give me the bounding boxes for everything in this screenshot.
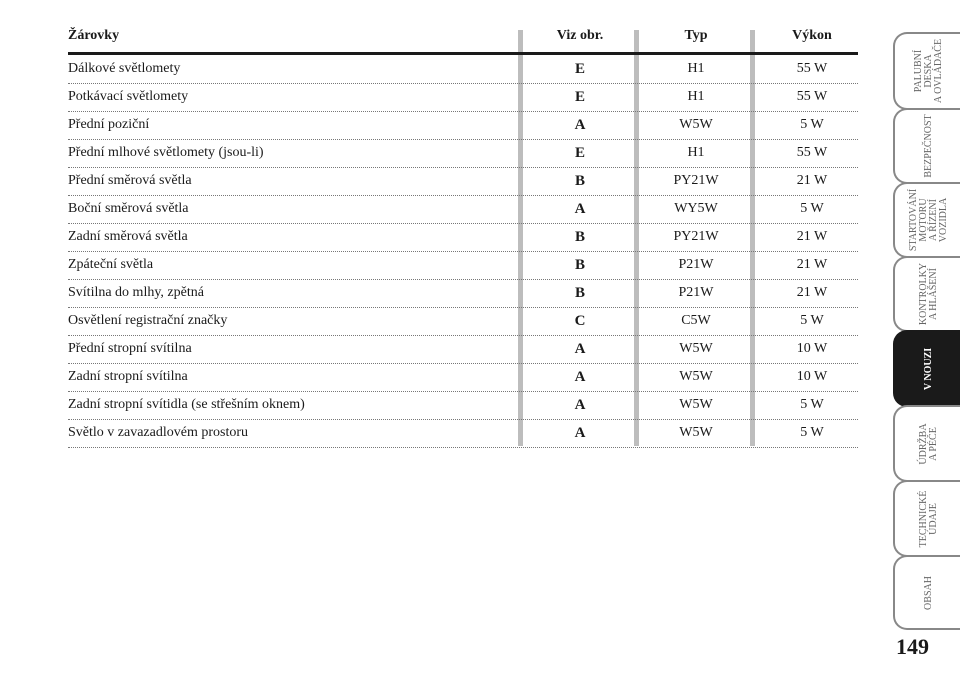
table-row: Přední poziční A W5W 5 W [68,111,858,140]
table-row: Přední stropní svítilna A W5W 10 W [68,335,858,364]
power: 5 W [800,313,824,328]
side-tab-label: ÚDRŽBA A PÉČE [918,422,939,465]
header-figure: Viz obr. [556,28,604,43]
bulb-name: Potkávací světlomety [68,89,189,104]
figure-ref: E [574,145,585,161]
side-tab[interactable]: ÚDRŽBA A PÉČE [893,405,960,482]
power: 10 W [796,341,828,356]
bulb-type: W5W [679,397,713,412]
bulb-name: Zadní stropní svítilna [68,369,188,384]
table-row: Přední mlhové světlomety (jsou-li) E H1 55 … [68,139,858,168]
bulb-name: Osvětlení registrační značky [68,313,228,328]
table-row: Zadní stropní svítidla (se střešním okne… [68,391,858,420]
header-power: Výkon [792,28,832,43]
header-type: Typ [684,28,708,43]
table-row: Světlo v zavazadlovém prostoru A W5W 5 W [68,419,858,448]
power: 55 W [796,61,828,76]
power: 10 W [796,369,828,384]
bulb-name: Dálkové světlomety [68,61,181,76]
bulb-name: Zadní směrová světla [68,229,188,244]
power: 5 W [800,397,824,412]
bulb-type: W5W [679,341,713,356]
bulb-type: P21W [678,257,714,272]
page-number: 149 [896,634,929,659]
bulb-type: PY21W [673,229,719,244]
power: 55 W [796,89,828,104]
bulb-type: PY21W [673,173,719,188]
side-tab-label: V NOUZI [923,347,934,390]
side-tab[interactable]: KONTROLKY A HLÁŠENÍ [893,256,960,332]
figure-ref: A [574,201,586,217]
column-divider [634,30,639,446]
bulb-type: H1 [687,145,705,160]
bulb-name: Přední směrová světla [68,173,192,188]
bulb-name: Světlo v zavazadlovém prostoru [68,425,249,440]
side-tab[interactable]: OBSAH [893,555,960,630]
bulb-name: Zadní stropní svítidla (se střešním okne… [68,397,305,412]
table-row: Zadní směrová světla B PY21W 21 W [68,223,858,252]
bulb-type: W5W [679,369,713,384]
figure-ref: B [574,285,585,301]
power: 21 W [796,285,828,300]
figure-ref: A [574,425,586,441]
bulb-type: C5W [681,313,711,328]
figure-ref: C [574,313,586,329]
side-tab-label: OBSAH [923,575,934,610]
figure-ref: B [574,229,585,245]
table-row: Dálkové světlomety E H1 55 W [68,55,858,84]
bulb-type: H1 [687,89,705,104]
figure-ref: E [574,61,585,77]
table-row: Přední směrová světla B PY21W 21 W [68,167,858,196]
bulb-type: H1 [687,61,705,76]
table-row: Zpáteční světla B P21W 21 W [68,251,858,280]
bulb-type: W5W [679,425,713,440]
table-row: Zadní stropní svítilna A W5W 10 W [68,363,858,392]
side-tab[interactable]: V NOUZI [893,330,960,407]
figure-ref: A [574,369,586,385]
power: 21 W [796,173,828,188]
bulb-name: Přední mlhové světlomety (jsou-li) [68,145,264,160]
bulb-type: W5W [679,117,713,132]
table-row: Potkávací světlomety E H1 55 W [68,83,858,112]
figure-ref: A [574,397,586,413]
figure-ref: B [574,257,585,273]
bulb-type: WY5W [674,201,718,216]
side-tab-label: PALUBNÍ DESKA A OVLÁDAČE [913,38,944,104]
side-tab[interactable]: BEZPEČNOST [893,108,960,184]
figure-ref: B [574,173,585,189]
bulb-name: Přední stropní svítilna [68,341,192,356]
table-row: Boční směrová světla A WY5W 5 W [68,195,858,224]
table-row: Osvětlení registrační značky C C5W 5 W [68,307,858,336]
header-bulbs: Žárovky [68,28,120,43]
figure-ref: A [574,117,586,133]
table-row: Svítilna do mlhy, zpětná B P21W 21 W [68,279,858,308]
side-tab[interactable]: PALUBNÍ DESKA A OVLÁDAČE [893,32,960,110]
power: 5 W [800,201,824,216]
power: 55 W [796,145,828,160]
figure-ref: A [574,341,586,357]
bulb-type: P21W [678,285,714,300]
bulb-name: Přední poziční [68,117,150,132]
side-tab-label: BEZPEČNOST [923,114,934,178]
figure-ref: E [574,89,585,105]
side-tab-label: STARTOVÁNÍ MOTORU A ŘÍZENÍ VOZIDLA [908,188,949,252]
power: 21 W [796,257,828,272]
power: 5 W [800,425,824,440]
side-tab-label: KONTROLKY A HLÁŠENÍ [918,262,939,326]
bulb-name: Boční směrová světla [68,201,189,216]
bulb-name: Zpáteční světla [68,257,154,272]
side-tab-label: TECHNICKÉ ÚDAJE [918,490,939,547]
power: 21 W [796,229,828,244]
column-divider [518,30,523,446]
bulb-name: Svítilna do mlhy, zpětná [68,285,204,300]
side-tab[interactable]: TECHNICKÉ ÚDAJE [893,480,960,557]
power: 5 W [800,117,824,132]
column-divider [750,30,755,446]
header-rule [68,52,858,55]
side-tab[interactable]: STARTOVÁNÍ MOTORU A ŘÍZENÍ VOZIDLA [893,182,960,258]
